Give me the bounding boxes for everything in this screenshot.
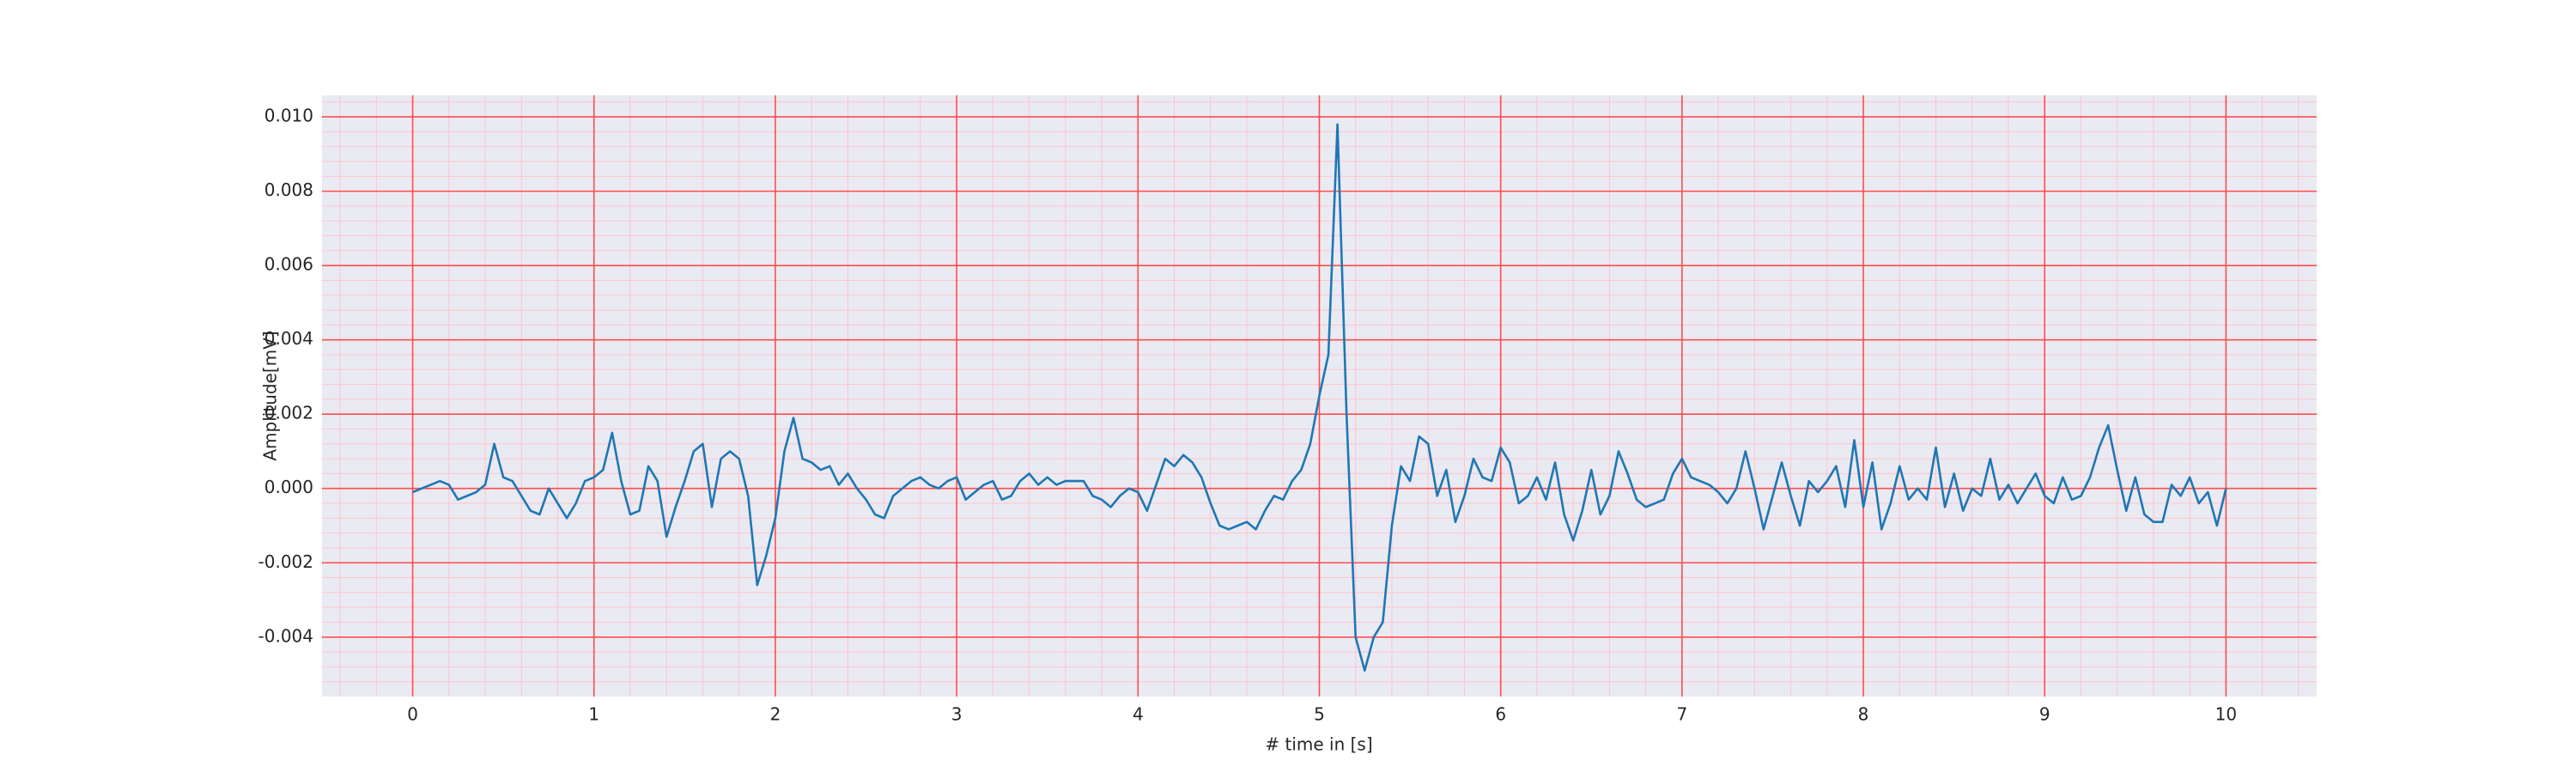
x-tick-label: 8 bbox=[1858, 704, 1869, 725]
grid bbox=[322, 95, 2317, 697]
y-tick-label: 0.000 bbox=[264, 477, 313, 497]
x-tick-label: 6 bbox=[1495, 704, 1506, 725]
x-tick-label: 5 bbox=[1314, 704, 1325, 725]
y-tick-label: -0.004 bbox=[258, 625, 313, 646]
y-tick-label: 0.010 bbox=[264, 106, 313, 126]
x-tick-label: 10 bbox=[2215, 704, 2237, 725]
y-tick-label: 0.008 bbox=[264, 180, 313, 200]
marks bbox=[412, 123, 2227, 673]
x-tick-label: 7 bbox=[1676, 704, 1687, 725]
x-tick-label: 9 bbox=[2039, 704, 2050, 725]
signal-line bbox=[412, 123, 2227, 673]
labels: 0 1 2 3 4 5 6 7 8 9 10 -0.004 -0.002 0.000 0.002 0.004 0… bbox=[258, 106, 2238, 725]
x-tick-label: 0 bbox=[407, 704, 418, 725]
y-tick-label: 0.004 bbox=[264, 328, 313, 349]
y-tick-label: 0.002 bbox=[264, 403, 313, 423]
y-tick-label: -0.002 bbox=[258, 551, 313, 572]
x-axis-label: # time in [s] bbox=[1265, 734, 1372, 755]
x-tick-label: 4 bbox=[1133, 704, 1144, 725]
x-tick-label: 1 bbox=[588, 704, 599, 725]
y-axis-label: Amplitude[mV] bbox=[260, 331, 281, 460]
y-tick-label: 0.006 bbox=[264, 254, 313, 275]
x-tick-label: 2 bbox=[770, 704, 781, 725]
x-tick-label: 3 bbox=[951, 704, 963, 725]
